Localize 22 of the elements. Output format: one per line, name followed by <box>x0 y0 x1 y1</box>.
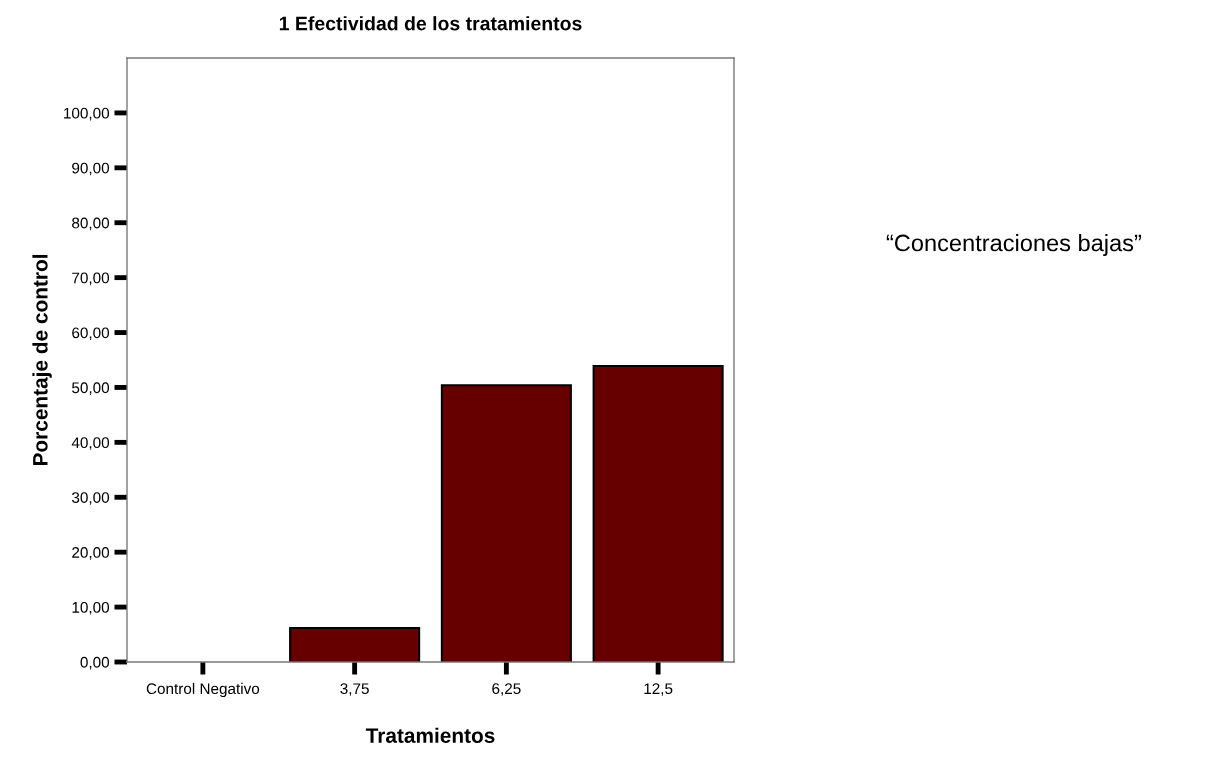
y-tick-label: 10,00 <box>72 601 110 615</box>
bar <box>440 384 572 662</box>
y-tick-label: 100,00 <box>64 107 110 121</box>
x-axis-title: Tratamientos <box>365 727 495 743</box>
text: “Concentraciones bajas” <box>886 234 1141 256</box>
y-tick-label: 0,00 <box>80 656 110 670</box>
x-tick-label: 3,75 <box>340 683 369 696</box>
x-tick-label: Control Negativo <box>146 682 260 698</box>
y-tick-label: 90,00 <box>72 162 110 176</box>
bar <box>592 365 724 662</box>
chart-title: 1 Efectividad de los tratamientos <box>279 16 582 31</box>
y-tick-label: 40,00 <box>71 437 110 450</box>
x-tick-label: 12,5 <box>644 683 673 696</box>
y-axis-title: Porcentaje de control <box>32 254 52 466</box>
bar <box>289 626 421 662</box>
y-tick-label: 50,00 <box>72 382 110 395</box>
y-tick-label: 20,00 <box>72 547 110 560</box>
y-tick-label: 70,00 <box>72 272 110 286</box>
y-tick-label: 60,00 <box>72 327 110 341</box>
y-tick-label: 30,00 <box>71 492 110 505</box>
x-tick-label: 6,25 <box>492 683 521 696</box>
y-tick-label: 80,00 <box>72 217 110 231</box>
